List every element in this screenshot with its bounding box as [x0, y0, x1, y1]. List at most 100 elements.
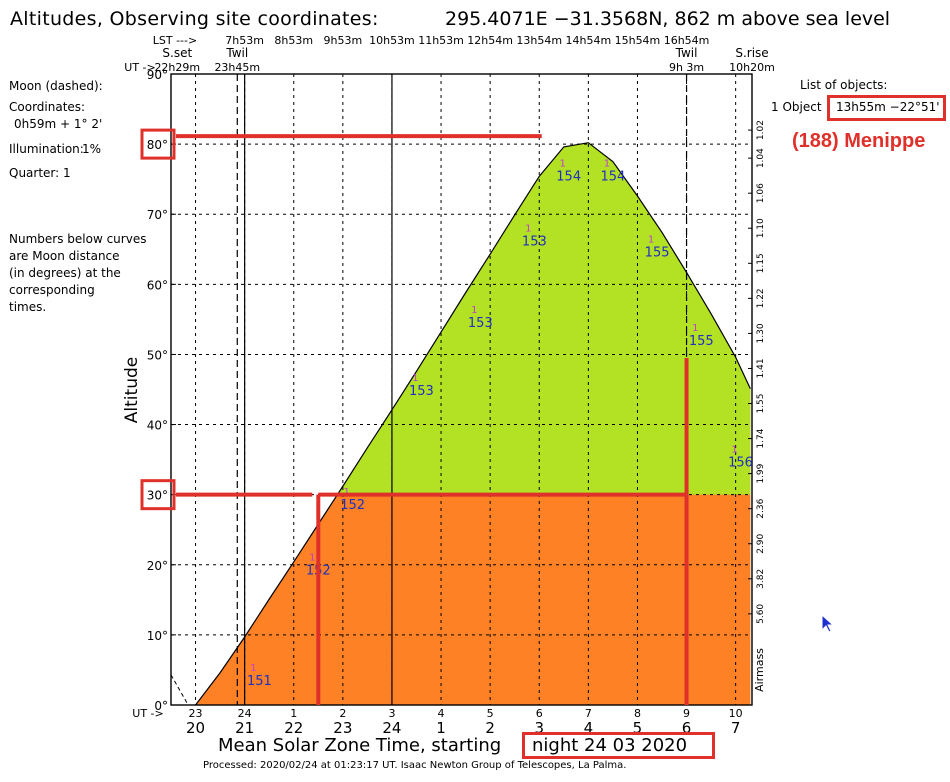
ut-tick-label-4: 3 [388, 707, 395, 720]
moon-marker-6: 1 [560, 158, 566, 169]
moon-marker-1: 1 [309, 552, 315, 563]
moon-distance-label-8: 155 [645, 246, 670, 261]
site-coordinates: 295.4071E −31.3568N, 862 m above sea lev… [445, 8, 891, 30]
moon-distance-label-2: 152 [340, 498, 365, 513]
airmass-label-6: 1.30 [756, 323, 766, 343]
ut-tick-label-3: 2 [339, 707, 346, 720]
moon-marker-4: 1 [471, 305, 477, 316]
y-tick-label-40: 40° [147, 419, 168, 433]
night-date-highlight [522, 732, 715, 759]
airmass-label-7: 1.41 [756, 358, 766, 378]
ut-tick-label-10: 9 [683, 707, 690, 720]
airmass-axis-label: Airmass [753, 648, 766, 692]
lst-tick-label-2: 9h53m [324, 34, 363, 47]
morning-twilight-time: 9h 3m [669, 61, 704, 74]
object-coordinates-highlight [827, 95, 946, 121]
ut-tick-label-1: 24 [238, 707, 252, 720]
sunrise-label: S.rise [735, 46, 768, 60]
y-tick-label-0: 0° [154, 699, 168, 713]
airmass-label-1: 1.04 [756, 148, 766, 168]
airmass-label-3: 1.10 [756, 218, 766, 238]
moon-distance-label-7: 154 [600, 169, 625, 184]
ut-tick-label-11: 10 [729, 707, 743, 720]
airmass-label-4: 1.15 [756, 253, 766, 273]
objects-heading: List of objects: [800, 78, 888, 92]
cursor-icon [821, 614, 835, 633]
area-above-30-degrees [337, 142, 751, 495]
ut-tick-label-0: 23 [189, 707, 203, 720]
airmass-label-11: 2.36 [756, 498, 766, 518]
object-prefix: 1 Object [771, 100, 822, 114]
moon-marker-7: 1 [604, 158, 610, 169]
lst-tick-label-3: 10h53m [369, 34, 415, 47]
ut-tick-label-2: 1 [290, 707, 297, 720]
moon-distance-label-4: 153 [468, 316, 493, 331]
x-tick-label-1: 21 [235, 719, 254, 737]
x-tick-label-6: 2 [485, 719, 495, 737]
moon-coordinates-label: Coordinates: [9, 100, 86, 114]
x-tick-label-8: 4 [584, 719, 594, 737]
y-tick-label-50: 50° [147, 348, 168, 362]
moon-marker-3: 1 [412, 373, 418, 384]
lst-tick-label-4: 11h53m [418, 34, 464, 47]
morning-twilight-label: Twil [675, 46, 698, 60]
sunrise-time: 10h20m [729, 61, 775, 74]
lst-tick-label-5: 12h54m [467, 34, 513, 47]
moon-quarter: Quarter: 1 [9, 166, 71, 180]
ut-tick-label-7: 6 [536, 707, 543, 720]
moon-marker-0: 1 [250, 663, 256, 674]
ut-tick-label-6: 5 [487, 707, 494, 720]
x-tick-label-0: 20 [186, 719, 205, 737]
chart-frame [170, 73, 753, 706]
night-date: night 24 03 2020 [532, 735, 688, 756]
moon-note-line-3: (in degrees) at the [9, 266, 121, 280]
moon-distance-label-6: 154 [556, 169, 581, 184]
y-tick-label-70: 70° [147, 208, 168, 222]
moon-note-line-5: times. [9, 300, 47, 314]
airmass-label-8: 1.55 [756, 393, 766, 413]
threshold-tick-box [140, 479, 176, 511]
x-tick-label-4: 24 [382, 719, 401, 737]
lst-tick-label-7: 14h54m [566, 34, 612, 47]
object-altitude-line [195, 142, 751, 706]
moon-distance-label-0: 151 [247, 674, 272, 689]
ut-tick-label-9: 8 [634, 707, 641, 720]
airmass-label-10: 1.99 [756, 463, 766, 483]
moon-distance-label-10: 156 [728, 455, 753, 470]
chart-title: Altitudes, Observing site coordinates: [10, 8, 379, 30]
x-tick-label-3: 23 [333, 719, 352, 737]
moon-distance-labels: 1151115211521153115311531154115411551155… [247, 158, 753, 689]
altitude-fill-areas [195, 142, 751, 706]
illumination-label: Illumination: [9, 142, 84, 156]
red-highlights [140, 128, 689, 705]
airmass-label-13: 3.82 [756, 569, 766, 589]
moon-altitude-line [170, 674, 189, 706]
y-tick-label-90: 90° [147, 68, 168, 82]
x-tick-label-2: 22 [284, 719, 303, 737]
lst-tick-label-9: 16h54m [664, 34, 710, 47]
altitude-curve [170, 142, 751, 706]
moon-distance-label-3: 153 [409, 384, 434, 399]
ut-tick-label-5: 4 [438, 707, 445, 720]
processed-note: Processed: 2020/02/24 at 01:23:17 UT. Is… [203, 760, 627, 771]
moon-heading: Moon (dashed): [9, 79, 103, 93]
moon-marker-9: 1 [692, 323, 698, 334]
airmass-label-5: 1.22 [756, 288, 766, 308]
chart-axes: 0° 10° 20° 30° 40° 50° 60° 70° 80° 90° Altitude 1.0… [122, 34, 775, 737]
ut-tick-label-8: 7 [585, 707, 592, 720]
y-tick-label-20: 20° [147, 559, 168, 573]
evening-twilight-label: Twil [225, 46, 248, 60]
moon-marker-8: 1 [648, 235, 654, 246]
airmass-label-0: 1.02 [756, 120, 766, 140]
moon-note-line-1: Numbers below curves [9, 232, 147, 246]
plot-frame [170, 73, 753, 706]
airmass-label-9: 1.74 [756, 428, 766, 448]
x-tick-label-9: 5 [633, 719, 643, 737]
peak-altitude-tick-box [140, 128, 176, 160]
x-tick-label-7: 3 [534, 719, 544, 737]
sunset-time: 22h29m [154, 61, 200, 74]
moon-marker-2: 1 [343, 487, 349, 498]
moon-coordinates-value: 0h59m + 1° 2' [14, 117, 103, 131]
